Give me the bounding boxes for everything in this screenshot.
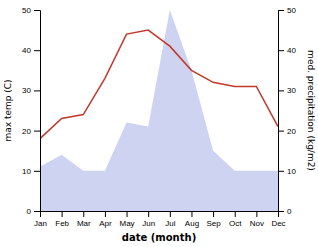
tick: Jun	[142, 211, 155, 228]
tick-mark	[34, 90, 40, 91]
tick-mark	[34, 10, 40, 11]
tick-mark	[83, 211, 84, 217]
tick-mark	[278, 10, 284, 11]
area	[40, 10, 278, 211]
tick: 40	[278, 46, 296, 55]
tick-mark	[34, 50, 40, 51]
tick-mark	[62, 211, 63, 217]
tick: Sep	[206, 211, 221, 228]
tick-label: 20	[287, 127, 296, 136]
tick: Nov	[250, 211, 264, 228]
tick-mark	[34, 171, 40, 172]
tick: Aug	[185, 211, 199, 228]
tick-mark	[34, 211, 40, 212]
tick-mark	[235, 211, 236, 217]
tick: Jul	[165, 211, 175, 228]
tick-label: 20	[22, 127, 31, 136]
tick-label: 30	[287, 86, 296, 95]
axis-line	[34, 11, 41, 212]
tick: 10	[278, 167, 296, 176]
tick-label: 10	[287, 167, 296, 176]
tick-mark	[278, 211, 284, 212]
tick-label: Jul	[165, 219, 175, 228]
tick-label: Mar	[77, 219, 91, 228]
tick: 20	[278, 127, 296, 136]
tick-label: Nov	[250, 219, 264, 228]
tick: Feb	[55, 211, 69, 228]
tick: May	[119, 211, 134, 228]
y-axis: 0 10 20 30 40 50	[22, 6, 40, 216]
y-axis-title: max temp (C)	[3, 79, 13, 141]
tick-mark	[105, 211, 106, 217]
tick-mark	[127, 211, 128, 217]
plot: JanFebMarAprMayJunJulAugSepOctNovDec0102…	[22, 6, 296, 228]
tick-label: Aug	[185, 219, 199, 228]
axis-line	[41, 212, 279, 218]
tick-mark	[213, 211, 214, 217]
tick-mark	[278, 50, 284, 51]
x-axis: Jan Feb Mar Apr May Jun Jul Aug Sep Oct Nov Dec	[34, 211, 286, 228]
line	[40, 30, 278, 139]
tick-label: Dec	[271, 219, 285, 228]
y2-axis-title: med. precipitation (kg/m2)	[306, 50, 316, 171]
tick-mark	[256, 211, 257, 217]
tick-label: 30	[22, 86, 31, 95]
tick: Oct	[229, 211, 242, 228]
tick-label: 10	[22, 167, 31, 176]
tick-label: Oct	[229, 219, 242, 228]
tick: Dec	[271, 211, 285, 228]
tick: Apr	[99, 211, 112, 228]
tick-label: Jan	[34, 219, 47, 228]
tick: 0	[278, 207, 292, 216]
tick-mark	[278, 90, 284, 91]
tick-label: 50	[22, 6, 31, 15]
tick-mark	[278, 171, 284, 172]
tick-label: Sep	[206, 219, 221, 228]
tick: 30	[278, 86, 296, 95]
marks	[40, 10, 278, 211]
tick-mark	[170, 211, 171, 217]
tick-label: Feb	[55, 219, 69, 228]
tick-label: 50	[287, 6, 296, 15]
tick: 20	[22, 127, 40, 136]
tick-label: 0	[287, 207, 292, 216]
tick-label: May	[119, 219, 134, 228]
axis-line	[279, 11, 285, 212]
tick-label: 0	[27, 207, 32, 216]
tick: 40	[22, 46, 40, 55]
tick-mark	[191, 211, 192, 217]
tick: 30	[22, 86, 40, 95]
tick: 0	[27, 207, 40, 216]
tick: Jan	[34, 211, 47, 228]
tick-mark	[278, 131, 284, 132]
y2-axis: 0 10 20 30 40 50	[278, 6, 296, 216]
tick: 50	[278, 6, 296, 15]
tick-mark	[148, 211, 149, 217]
tick-mark	[34, 131, 40, 132]
x-axis-title: date (month)	[122, 232, 196, 243]
chart: JanFebMarAprMayJunJulAugSepOctNovDec0102…	[0, 0, 318, 247]
tick-label: 40	[22, 46, 31, 55]
tick-label: 40	[287, 46, 296, 55]
tick-label: Apr	[99, 219, 112, 228]
tick: 10	[22, 167, 40, 176]
tick-label: Jun	[142, 219, 155, 228]
tick: 50	[22, 6, 40, 15]
tick: Mar	[77, 211, 91, 228]
